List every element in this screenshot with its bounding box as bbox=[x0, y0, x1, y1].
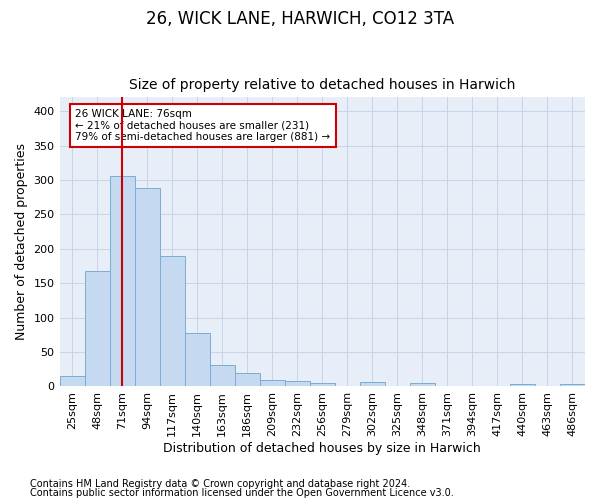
Bar bbox=[360, 382, 385, 386]
Bar bbox=[310, 383, 335, 386]
Text: Contains HM Land Registry data © Crown copyright and database right 2024.: Contains HM Land Registry data © Crown c… bbox=[30, 479, 410, 489]
Bar bbox=[260, 380, 285, 386]
Y-axis label: Number of detached properties: Number of detached properties bbox=[15, 144, 28, 340]
Bar bbox=[110, 176, 134, 386]
Text: 26 WICK LANE: 76sqm
← 21% of detached houses are smaller (231)
79% of semi-detac: 26 WICK LANE: 76sqm ← 21% of detached ho… bbox=[76, 109, 331, 142]
Text: Contains public sector information licensed under the Open Government Licence v3: Contains public sector information licen… bbox=[30, 488, 454, 498]
Bar bbox=[235, 374, 260, 386]
Bar bbox=[410, 383, 435, 386]
Title: Size of property relative to detached houses in Harwich: Size of property relative to detached ho… bbox=[129, 78, 515, 92]
Bar bbox=[209, 365, 235, 386]
Bar bbox=[85, 272, 110, 386]
Bar bbox=[59, 376, 85, 386]
Bar bbox=[560, 384, 585, 386]
Bar bbox=[510, 384, 535, 386]
Bar bbox=[285, 381, 310, 386]
Bar bbox=[185, 333, 209, 386]
Text: 26, WICK LANE, HARWICH, CO12 3TA: 26, WICK LANE, HARWICH, CO12 3TA bbox=[146, 10, 454, 28]
Bar bbox=[134, 188, 160, 386]
X-axis label: Distribution of detached houses by size in Harwich: Distribution of detached houses by size … bbox=[163, 442, 481, 455]
Bar bbox=[160, 256, 185, 386]
